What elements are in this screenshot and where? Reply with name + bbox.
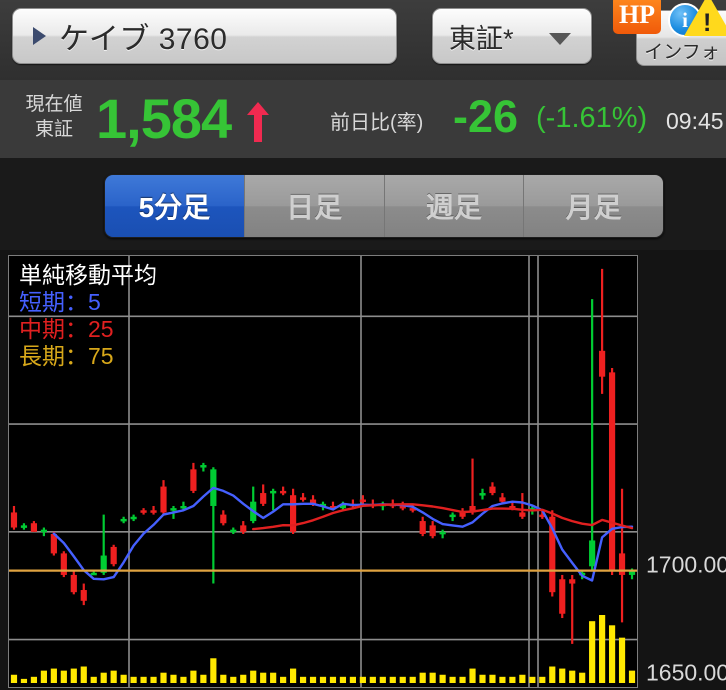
warning-triangle-icon[interactable]: [684, 0, 726, 36]
tab-daily-label: 日足: [286, 192, 343, 223]
tab-5min[interactable]: 5分足: [105, 175, 244, 237]
legend-title: 単純移動平均: [19, 262, 157, 288]
tab-weekly-label: 週足: [425, 192, 482, 223]
current-price-caption-line1: 現在値: [25, 94, 83, 115]
current-price-caption-line2: 東証: [34, 119, 73, 140]
triangle-right-icon: [33, 27, 46, 45]
legend-long-period: 長期：75: [19, 343, 114, 369]
chart-container: 単純移動平均 短期：5 中期：25 長期：75 1700.001650.0016…: [0, 250, 726, 690]
change-value: -26: [453, 91, 519, 142]
price-axis-label: 1700.00: [646, 551, 726, 578]
change-caption: 前日比(率): [330, 112, 424, 134]
change-percent-value: (-1.61%): [536, 102, 648, 134]
tab-monthly[interactable]: 月足: [523, 175, 663, 237]
legend-short-period: 短期：5: [19, 289, 101, 315]
info-button-label: インフォ: [644, 42, 720, 63]
candlestick-plot[interactable]: 単純移動平均 短期：5 中期：25 長期：75: [8, 255, 638, 688]
exchange-label: 東証*: [449, 23, 514, 54]
symbol-select-button[interactable]: ケイブ 3760: [12, 8, 397, 64]
tab-daily[interactable]: 日足: [243, 175, 384, 237]
hp-badge-icon[interactable]: HP: [613, 0, 661, 34]
moving-average-legend: 単純移動平均 短期：5 中期：25 長期：75: [19, 262, 157, 370]
timeframe-tabbar: 5分足 日足 週足 月足: [0, 158, 726, 250]
warning-exclamation-icon: !: [703, 9, 712, 37]
chart-canvas: [9, 256, 637, 687]
app-header: ケイブ 3760 東証* ! HP i インフォ: [0, 0, 726, 80]
tab-monthly-label: 月足: [565, 192, 622, 223]
chevron-down-icon: [549, 33, 571, 45]
timeframe-tabs: 5分足 日足 週足 月足: [104, 174, 664, 238]
up-arrow-icon: [247, 102, 269, 142]
legend-mid-period: 中期：25: [19, 316, 114, 342]
quote-bar: 現在値 東証 1,584 前日比(率) -26 (-1.61%) 09:45: [0, 80, 726, 158]
tab-5min-label: 5分足: [138, 192, 211, 223]
symbol-label: ケイブ 3760: [59, 23, 228, 56]
quote-timestamp: 09:45: [666, 108, 724, 134]
price-axis-label: 1650.00: [646, 659, 726, 686]
exchange-dropdown-button[interactable]: 東証*: [432, 8, 592, 64]
current-price-value: 1,584: [96, 87, 232, 150]
current-price-caption: 現在値 東証: [14, 92, 94, 142]
tab-weekly[interactable]: 週足: [383, 175, 524, 237]
